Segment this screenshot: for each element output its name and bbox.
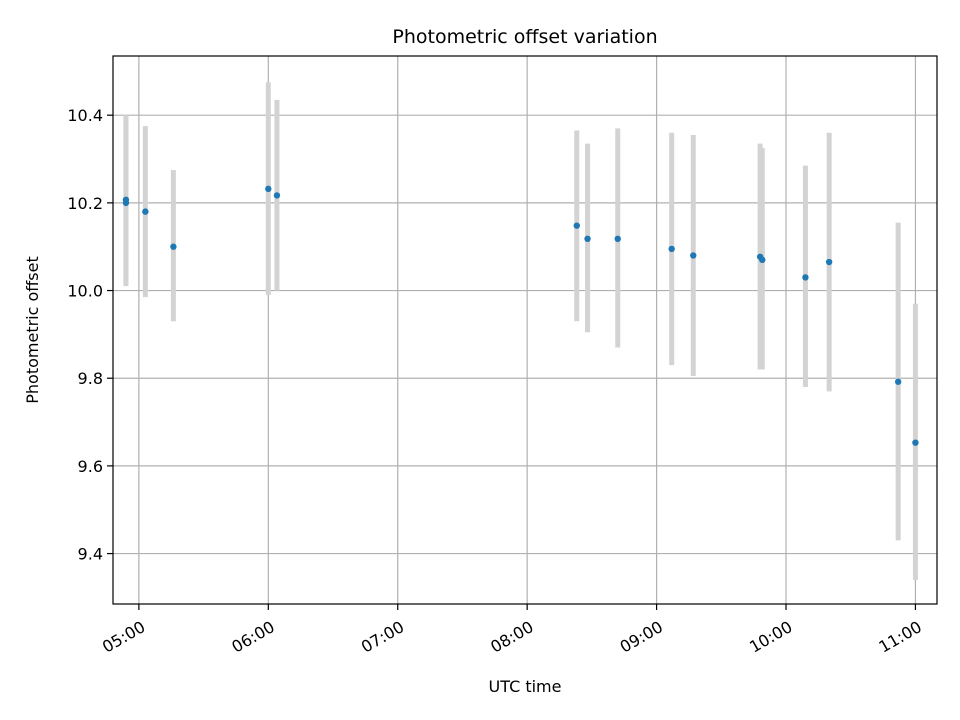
data-points — [122, 185, 919, 446]
data-point — [573, 222, 580, 229]
data-point — [265, 185, 272, 193]
y-tick-label: 9.4 — [78, 545, 103, 564]
data-point — [668, 245, 675, 253]
data-point — [759, 256, 766, 264]
grid-lines — [113, 56, 937, 604]
data-point — [894, 378, 902, 385]
data-point — [170, 243, 177, 250]
data-point — [584, 235, 591, 243]
y-axis-label: Photometric offset — [23, 256, 42, 404]
x-axis-label: UTC time — [489, 677, 562, 696]
y-axis-ticks: 9.4 9.6 9.8 10.0 10.2 10.4 — [67, 106, 113, 564]
data-point — [690, 252, 697, 259]
data-point — [614, 235, 621, 243]
data-point — [122, 199, 130, 207]
y-tick-label: 10.2 — [67, 194, 103, 213]
y-tick-label: 10.4 — [67, 106, 103, 125]
y-tick-label: 10.0 — [67, 282, 103, 301]
data-point — [825, 258, 833, 266]
data-point — [802, 274, 809, 281]
chart-title: Photometric offset variation — [392, 26, 657, 48]
data-point — [273, 192, 281, 199]
y-tick-label: 9.8 — [78, 369, 103, 388]
y-tick-label: 9.6 — [78, 457, 103, 476]
data-point — [142, 208, 149, 215]
plot-frame — [112, 55, 938, 605]
data-point — [912, 439, 919, 446]
